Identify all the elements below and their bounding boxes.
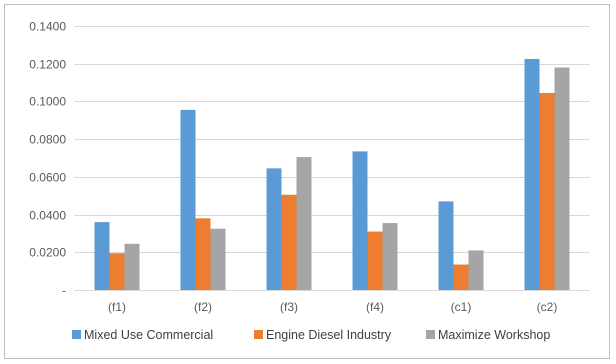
legend: Mixed Use Commercial Engine Diesel Indust…: [72, 328, 550, 342]
x-tick-label: (f1): [108, 300, 126, 314]
bar: [367, 231, 383, 290]
bar: [210, 228, 226, 290]
y-axis-tick-labels: - 0.0200 0.0400 0.0600 0.0800 0.1000 0.1200 0.1…: [29, 20, 66, 298]
bar: [382, 223, 398, 290]
bar: [195, 218, 211, 290]
bar: [109, 253, 125, 290]
legend-label: Mixed Use Commercial: [84, 328, 213, 342]
bar: [468, 250, 484, 290]
legend-swatch: [254, 330, 263, 339]
bar: [453, 264, 469, 290]
y-tick-label: 0.0400: [29, 209, 66, 223]
bars: [94, 59, 570, 291]
legend-label: Maximize Workshop: [438, 328, 550, 342]
bar: [266, 168, 282, 290]
x-tick-label: (f2): [194, 300, 212, 314]
x-tick-label: (f3): [280, 300, 298, 314]
bar: [539, 92, 555, 290]
y-tick-label: -: [62, 284, 66, 298]
bar: [180, 109, 196, 291]
x-tick-label: (c1): [451, 300, 472, 314]
bar: [352, 151, 368, 290]
legend-label: Engine Diesel Industry: [266, 328, 392, 342]
bar: [524, 59, 540, 290]
bar: [124, 243, 140, 290]
bar: [438, 201, 454, 290]
bar: [94, 222, 110, 290]
legend-swatch: [72, 330, 81, 339]
bar: [296, 157, 312, 290]
bar: [554, 67, 570, 290]
y-tick-label: 0.0600: [29, 171, 66, 185]
y-tick-label: 0.0800: [29, 133, 66, 147]
gridlines: [74, 26, 590, 291]
x-axis-tick-labels: (f1) (f2) (f3) (f4) (c1) (c2): [108, 300, 557, 314]
bar: [281, 194, 297, 290]
y-tick-label: 0.0200: [29, 246, 66, 260]
y-tick-label: 0.1400: [29, 20, 66, 34]
legend-swatch: [426, 330, 435, 339]
y-tick-label: 0.1000: [29, 95, 66, 109]
x-tick-label: (f4): [366, 300, 384, 314]
y-tick-label: 0.1200: [29, 58, 66, 72]
x-tick-label: (c2): [537, 300, 558, 314]
